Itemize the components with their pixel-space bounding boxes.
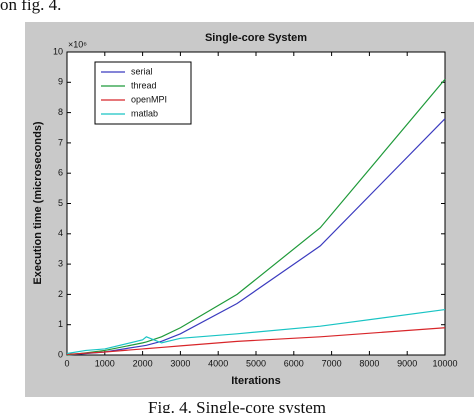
x-tick-label: 3000 <box>170 358 190 368</box>
x-tick-label: 4000 <box>208 358 228 368</box>
y-tick-label: 9 <box>58 77 63 87</box>
series-line <box>66 308 446 355</box>
y-tick-label: 5 <box>58 198 63 208</box>
x-tick-label: 2000 <box>133 358 153 368</box>
y-tick-label: 1 <box>58 319 63 329</box>
body-text: on fig. 4. <box>0 0 61 14</box>
chart-title: Single-core System <box>205 32 307 44</box>
legend-label: thread <box>131 80 157 90</box>
y-tick-label: 10 <box>53 46 63 56</box>
legend-label: matlab <box>131 108 158 118</box>
x-tick-label: 0 <box>64 358 69 368</box>
caption: Fig. 4. Single-core system <box>148 398 326 413</box>
x-tick-label: 7000 <box>322 358 342 368</box>
series-line <box>66 327 446 355</box>
exponent-label: ×10⁶ <box>68 39 87 49</box>
x-tick-label: 1000 <box>95 358 115 368</box>
legend-label: openMPI <box>131 94 167 104</box>
legend-label: serial <box>131 66 153 76</box>
x-tick-label: 5000 <box>246 358 266 368</box>
y-axis-label: Execution time (microseconds) <box>32 121 44 285</box>
x-tick-label: 9000 <box>397 358 417 368</box>
y-tick-label: 4 <box>58 228 63 238</box>
x-tick-label: 8000 <box>359 358 379 368</box>
y-tick-label: 7 <box>58 137 63 147</box>
x-tick-label: 10000 <box>432 358 457 368</box>
x-axis-label: Iterations <box>231 375 281 387</box>
y-tick-label: 2 <box>58 289 63 299</box>
y-tick-label: 6 <box>58 168 63 178</box>
x-tick-label: 6000 <box>284 358 304 368</box>
y-tick-label: 3 <box>58 258 63 268</box>
y-tick-label: 0 <box>58 349 63 359</box>
y-tick-label: 8 <box>58 107 63 117</box>
